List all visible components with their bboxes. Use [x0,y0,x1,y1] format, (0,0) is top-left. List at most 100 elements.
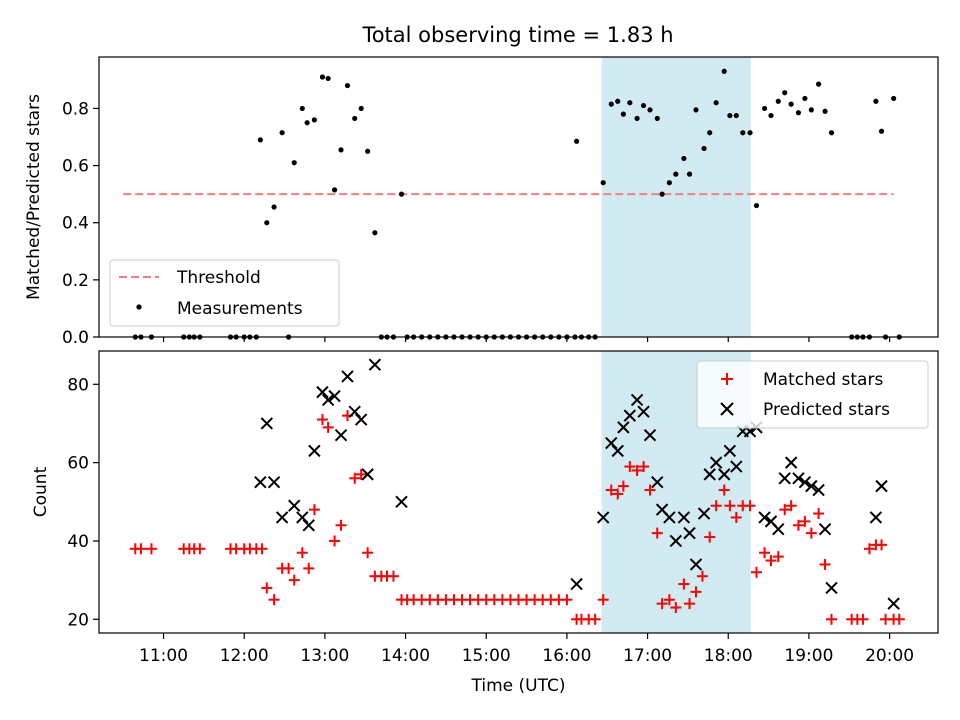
predicted-star-point-b [368,358,382,371]
measurement-point [654,115,660,122]
matched-star-point [819,558,831,570]
matched-star-point [597,594,609,606]
measurement-point [325,75,331,82]
measurement-point [727,112,733,119]
predicted-star-point-b [288,499,301,512]
matched-star-point [308,504,320,516]
measurement-point [822,108,828,114]
predicted-star-point [792,472,805,485]
predicted-star-point-b [778,472,791,485]
matched-stars-points [129,410,905,625]
count-x-tick-label: 15:00 [462,646,511,666]
measurement-point [352,115,358,122]
count-y-ticks: 20 40 60 80 [67,375,99,630]
predicted-star-point-b [630,393,644,407]
predicted-star-point-b [296,511,309,524]
predicted-star-point [254,476,267,489]
predicted-star-point [669,534,683,548]
measurement-point [816,81,822,87]
count-x-tick-label: 11:00 [139,646,188,666]
count-panel-frame [98,350,939,634]
predicted-star-point [805,479,818,493]
predicted-star-point [758,511,771,524]
matched-star-point [638,461,650,473]
predicted-star-point [596,511,610,524]
measurement-point [331,187,338,193]
predicted-star-point-b [348,405,361,418]
predicted-star-point [275,511,289,524]
predicted-star-point [703,468,716,481]
measurement-point [673,171,679,177]
measurement-point [647,107,653,113]
ratio-y-tick-label: 0.6 [62,157,89,177]
predicted-star-point [812,483,825,497]
matched-star-point [678,578,690,590]
predicted-star-point [570,577,583,591]
predicted-star-point-b [669,534,683,548]
predicted-star-point [651,476,664,489]
observing-window-highlight [601,57,751,337]
matched-star-point [805,527,817,539]
measurement-point [686,171,693,177]
matched-star-point [335,519,347,531]
measurement-point [338,147,344,153]
matched-star-point [303,562,315,574]
matched-star-point [863,543,875,555]
count-x-tick-label: 16:00 [542,646,591,666]
measurement-point [615,98,621,104]
predicted-star-point-b [689,558,703,571]
predicted-star-point-b [354,413,368,426]
count-y-axis-label: Count [31,466,51,517]
predicted-star-point [772,523,785,536]
predicted-star-point [361,468,374,481]
predicted-star-point [308,444,321,458]
matched-star-point [644,484,656,496]
predicted-star-point-b [812,483,825,497]
predicted-star-point-b [663,511,676,524]
measurement-point [693,107,699,113]
predicted-star-point [718,468,731,481]
predicted-star-point-b [875,479,888,493]
measurement-point [795,110,802,116]
matched-star-point [256,543,268,555]
predicted-star-point [875,479,888,493]
matched-star-point [813,508,825,520]
count-x-tick-label: 20:00 [865,646,914,666]
measurement-point [608,101,614,107]
matched-star-point [349,472,361,484]
matched-star-point [316,414,328,426]
count-y-tick-label: 20 [67,610,89,630]
predicted-star-point-b [718,468,731,481]
measurement-point [775,98,781,104]
predicted-star-point-b [596,511,610,524]
measurement-point [733,112,739,119]
measurement-point [627,100,633,106]
matched-star-point [724,500,736,512]
matched-star-point [624,461,636,473]
ratio-legend: Threshold Measurements [109,259,340,327]
matched-star-point [893,613,905,625]
matched-star-point [730,511,742,523]
predicted-star-point [354,413,368,426]
measurement-point [304,120,310,126]
predicted-star-point [730,460,743,473]
matched-star-point [765,555,777,567]
count-legend: Matched stars Predicted stars [696,360,929,429]
count-x-tick-label: 14:00 [381,646,430,666]
measurement-point [782,90,788,96]
measurement-point [573,138,580,144]
matched-star-point [684,598,696,610]
count-y-tick-label: 40 [67,532,89,552]
count-x-tick-label: 19:00 [784,646,833,666]
legend-matched-label: Matched stars [763,370,883,390]
predicted-star-point [723,444,737,458]
matched-star-point [288,574,300,586]
ratio-panel-frame [98,56,939,338]
measurement-point [808,107,814,113]
predicted-star-point [637,405,650,418]
predicted-star-point-b [643,429,657,442]
predicted-star-point-b [784,456,798,469]
measurement-point [600,180,606,186]
ratio-y-axis-label: Matched/Predicted stars [24,94,44,300]
predicted-star-point-b [655,503,669,516]
